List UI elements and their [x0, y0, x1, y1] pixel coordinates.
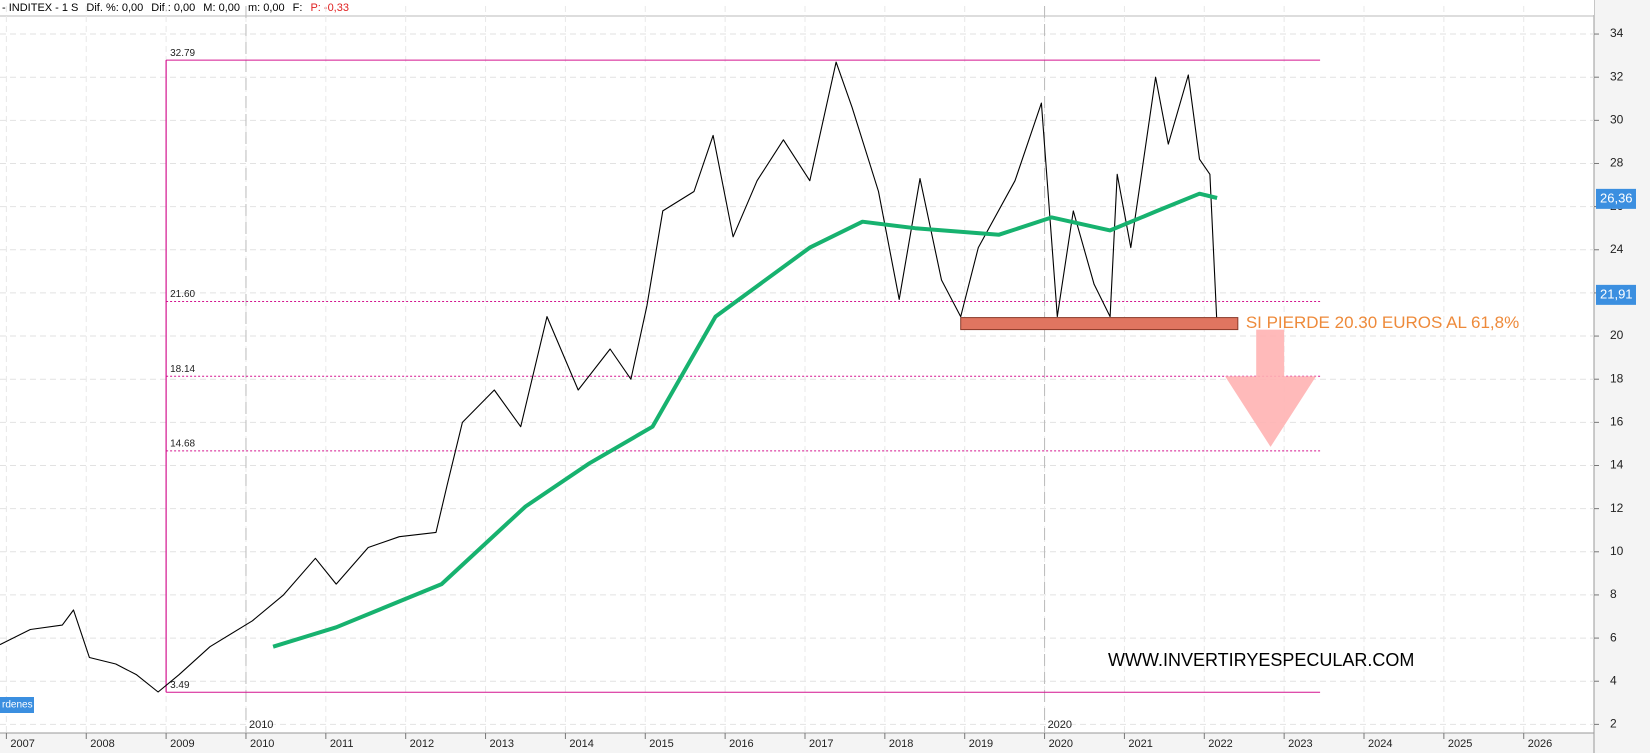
x-tick-label: 2010	[250, 738, 274, 750]
price-tag-label: 21,91	[1600, 286, 1633, 301]
fib-label: 18.14	[170, 364, 195, 375]
y-axis-panel	[1594, 0, 1650, 753]
fib-label: 14.68	[170, 438, 195, 449]
y-tick-label: 4	[1610, 673, 1617, 687]
y-tick-label: 32	[1610, 69, 1624, 83]
fib-label: 3.49	[170, 680, 190, 691]
tab	[0, 697, 34, 713]
x-tick-label: 2014	[569, 738, 593, 750]
x-tick-label: 2025	[1448, 738, 1472, 750]
x-tick-label: 2016	[729, 738, 753, 750]
header-field: M: 0,00	[203, 2, 240, 14]
x-tick-label: 2012	[410, 738, 434, 750]
header-field: Dif.: 0,00	[151, 2, 195, 14]
tab-label: rdenes	[2, 700, 33, 711]
price-tag	[1596, 284, 1636, 305]
header-field: Dif. %: 0,00	[86, 2, 143, 14]
y-tick-label: 18	[1610, 371, 1624, 385]
x-tick-label: 2024	[1368, 738, 1392, 750]
y-tick-label: 34	[1610, 26, 1624, 40]
x-tick-label: 2015	[649, 738, 673, 750]
y-tick-label: 14	[1610, 458, 1624, 472]
y-tick-label: 28	[1610, 156, 1624, 170]
x-tick-label: 2023	[1288, 738, 1312, 750]
x-tick-label: 2008	[90, 738, 114, 750]
watermark: WWW.INVERTIRYESPECULAR.COM	[1108, 650, 1414, 670]
fib-label: 32.79	[170, 48, 195, 59]
header-field: m: 0,00	[248, 2, 285, 14]
fib-label: 21.60	[170, 289, 195, 300]
x-tick-label: 2007	[10, 738, 34, 750]
header-change: P: -0,33	[310, 2, 349, 14]
y-tick-label: 8	[1610, 587, 1617, 601]
y-tick-label: 12	[1610, 501, 1624, 515]
x-tick-label: 2009	[170, 738, 194, 750]
x-tick-label: 2020	[1049, 738, 1073, 750]
y-tick-label: 24	[1610, 242, 1624, 256]
y-tick-label: 2	[1610, 717, 1617, 731]
period-marker-label: 2020	[1048, 719, 1072, 731]
x-tick-label: 2018	[889, 738, 913, 750]
x-tick-label: 2011	[330, 738, 354, 750]
x-tick-label: 2021	[1128, 738, 1152, 750]
x-tick-label: 2013	[490, 738, 514, 750]
y-tick-label: 16	[1610, 415, 1624, 429]
period-marker-label: 2010	[249, 719, 273, 731]
header-symbol: - INDITEX - 1 S	[2, 2, 78, 14]
header-field: F:	[293, 2, 303, 14]
y-tick-label: 10	[1610, 544, 1624, 558]
price-tag	[1596, 188, 1636, 209]
header: - INDITEX - 1 S Dif. %: 0,00 Dif.: 0,00 M: …	[0, 0, 1594, 17]
annotation: SI PIERDE 20.30 EUROS AL 61,8%	[1246, 313, 1519, 332]
x-axis-panel	[0, 733, 1650, 753]
x-tick-label: 2022	[1208, 738, 1232, 750]
x-tick-label: 2026	[1528, 738, 1552, 750]
target-arrow	[1225, 329, 1317, 447]
y-tick-label: 6	[1610, 630, 1617, 644]
price-line	[0, 61, 1218, 693]
y-tick-label: 20	[1610, 328, 1624, 342]
x-tick-label: 2017	[809, 738, 833, 750]
moving-average-line	[272, 191, 1218, 649]
price-tag-label: 26,36	[1600, 190, 1633, 205]
x-tick-label: 2019	[969, 738, 993, 750]
y-tick-label: 30	[1610, 113, 1624, 127]
header-bg	[0, 0, 1594, 15]
support-zone	[960, 317, 1239, 331]
